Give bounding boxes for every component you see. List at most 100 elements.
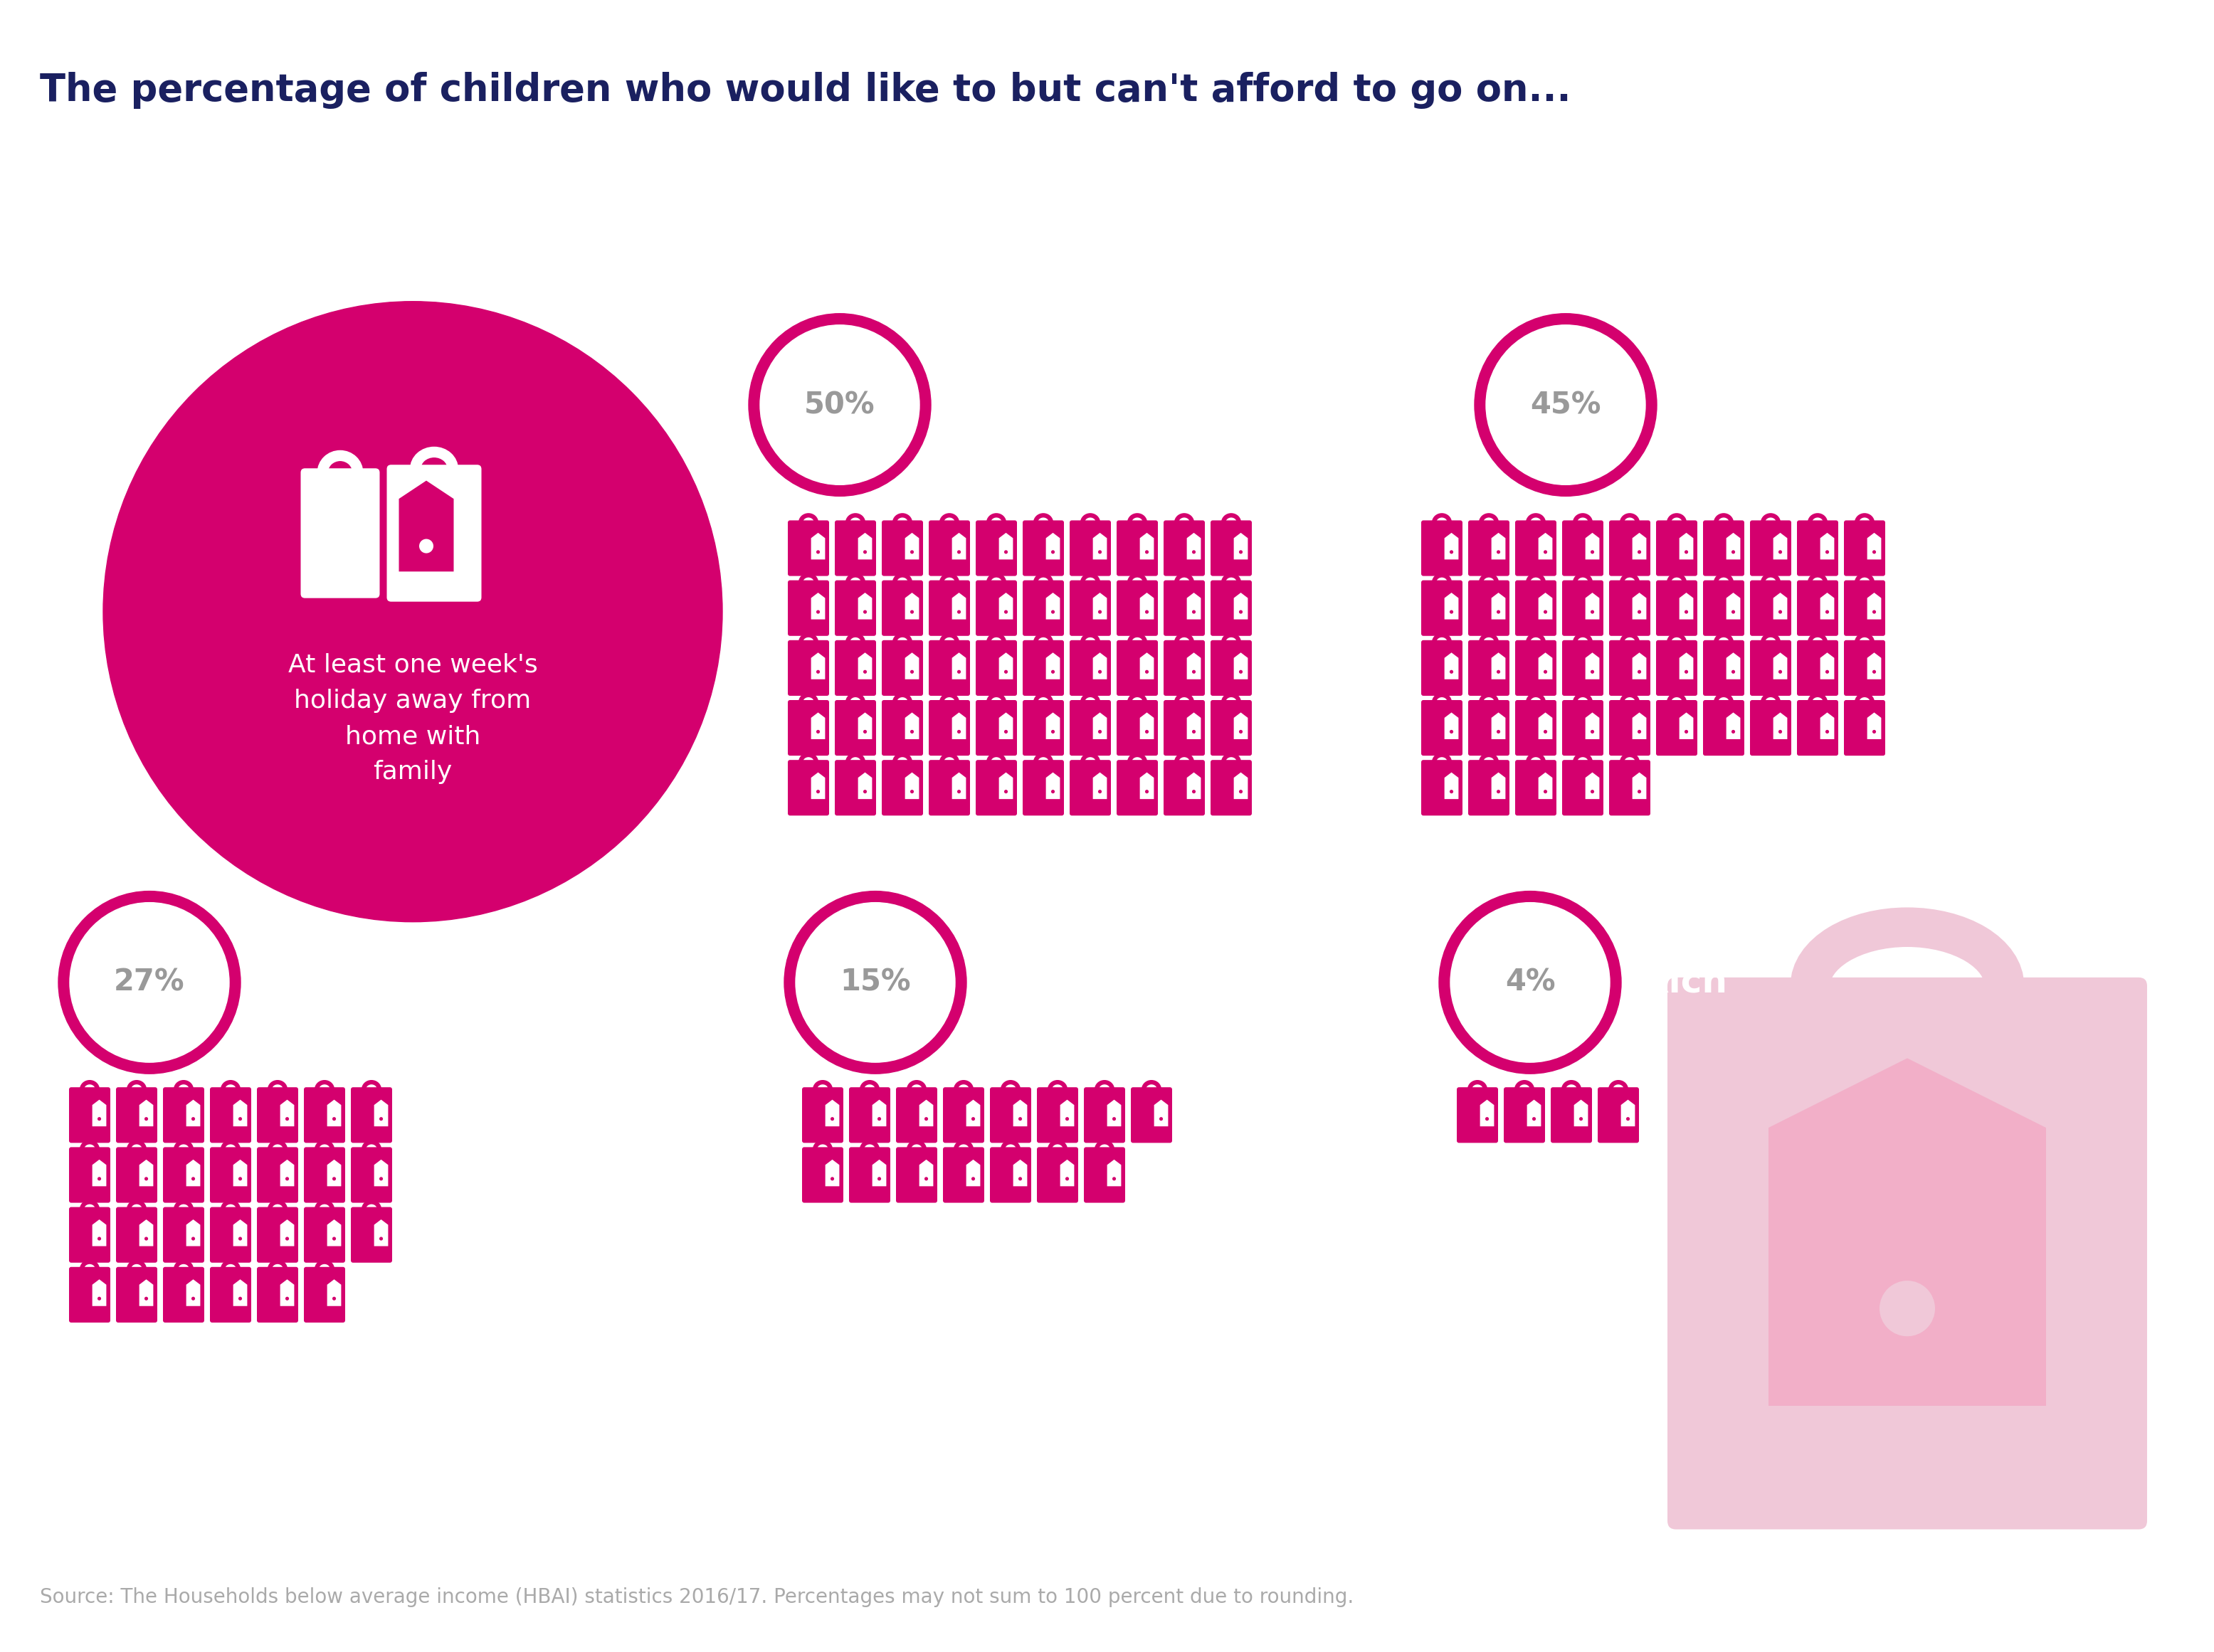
Polygon shape [93,1219,106,1246]
Polygon shape [1585,773,1599,800]
Polygon shape [1140,773,1153,800]
Polygon shape [952,712,965,738]
Circle shape [1638,550,1641,553]
Circle shape [1590,730,1594,733]
Polygon shape [952,593,965,620]
FancyBboxPatch shape [1563,520,1603,577]
Circle shape [1543,730,1548,733]
Polygon shape [1094,712,1107,738]
Circle shape [817,550,819,553]
Circle shape [1685,730,1687,733]
FancyBboxPatch shape [897,1087,937,1143]
FancyBboxPatch shape [881,700,923,755]
FancyBboxPatch shape [1131,1087,1171,1143]
Polygon shape [1045,712,1061,738]
FancyBboxPatch shape [115,1087,157,1143]
Polygon shape [1444,712,1459,738]
Circle shape [1191,610,1196,615]
Polygon shape [93,1100,106,1127]
FancyBboxPatch shape [881,641,923,695]
Text: 50%: 50% [804,390,875,420]
Circle shape [1731,671,1736,674]
FancyBboxPatch shape [1165,520,1204,577]
FancyBboxPatch shape [303,1087,345,1143]
Polygon shape [399,481,454,572]
FancyBboxPatch shape [1844,580,1884,636]
Polygon shape [1866,653,1882,679]
Text: 45%: 45% [1530,390,1601,420]
Polygon shape [1492,712,1506,738]
Circle shape [972,1176,974,1181]
Circle shape [379,1117,383,1120]
Polygon shape [281,1279,294,1307]
Polygon shape [1187,712,1200,738]
FancyBboxPatch shape [1116,641,1158,695]
FancyBboxPatch shape [1563,641,1603,695]
FancyBboxPatch shape [1656,520,1698,577]
Circle shape [332,1237,337,1241]
Polygon shape [919,1100,934,1127]
Circle shape [956,790,961,793]
FancyBboxPatch shape [1069,520,1111,577]
Polygon shape [1773,653,1787,679]
Circle shape [190,1117,195,1120]
Polygon shape [1574,1100,1587,1127]
Circle shape [1098,610,1103,615]
FancyBboxPatch shape [1514,760,1556,816]
FancyBboxPatch shape [257,1087,299,1143]
FancyBboxPatch shape [788,520,828,577]
FancyBboxPatch shape [1610,760,1649,816]
FancyBboxPatch shape [301,468,379,598]
Text: The percentage of children who would like to but can't afford to go on...: The percentage of children who would lik… [40,71,1572,109]
Circle shape [1824,730,1829,733]
Circle shape [925,1117,928,1120]
Polygon shape [1820,653,1833,679]
FancyBboxPatch shape [1116,760,1158,816]
Circle shape [239,1117,241,1120]
Polygon shape [1678,653,1694,679]
Polygon shape [999,653,1014,679]
Polygon shape [93,1160,106,1186]
FancyBboxPatch shape [1468,700,1510,755]
FancyBboxPatch shape [1514,520,1556,577]
FancyBboxPatch shape [1085,1146,1125,1203]
Polygon shape [859,712,872,738]
FancyBboxPatch shape [1610,520,1649,577]
FancyBboxPatch shape [928,641,970,695]
FancyBboxPatch shape [115,1267,157,1323]
Circle shape [286,1237,290,1241]
Circle shape [830,1117,835,1120]
Circle shape [863,790,868,793]
Polygon shape [1492,773,1506,800]
Circle shape [1240,610,1242,615]
FancyBboxPatch shape [1610,700,1649,755]
Circle shape [1098,550,1103,553]
Circle shape [144,1176,148,1181]
Circle shape [97,1237,102,1241]
FancyBboxPatch shape [350,1208,392,1262]
Polygon shape [1678,593,1694,620]
FancyBboxPatch shape [1069,580,1111,636]
Polygon shape [1866,593,1882,620]
Polygon shape [872,1160,886,1186]
Circle shape [1450,730,1452,733]
Circle shape [190,1297,195,1300]
Circle shape [144,1237,148,1241]
Polygon shape [1539,653,1552,679]
Polygon shape [1492,653,1506,679]
Polygon shape [1678,534,1694,560]
FancyBboxPatch shape [928,580,970,636]
Circle shape [1824,671,1829,674]
Circle shape [1145,730,1149,733]
Circle shape [1098,671,1103,674]
Polygon shape [281,1100,294,1127]
Circle shape [1543,671,1548,674]
FancyBboxPatch shape [210,1208,250,1262]
FancyBboxPatch shape [1468,580,1510,636]
FancyBboxPatch shape [164,1146,204,1203]
Polygon shape [872,1100,886,1127]
Circle shape [190,1237,195,1241]
FancyBboxPatch shape [928,760,970,816]
Circle shape [1240,550,1242,553]
Polygon shape [139,1160,153,1186]
